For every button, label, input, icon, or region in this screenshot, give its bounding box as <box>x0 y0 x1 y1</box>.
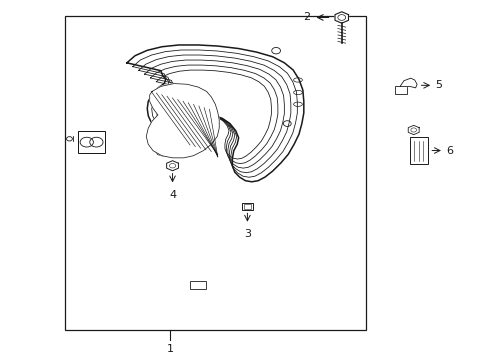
Polygon shape <box>146 84 219 158</box>
Text: 5: 5 <box>434 80 441 90</box>
Bar <box>78 131 105 153</box>
Bar <box>190 281 205 289</box>
Polygon shape <box>166 161 178 171</box>
Bar <box>244 204 250 209</box>
Text: 4: 4 <box>169 190 176 200</box>
Text: 2: 2 <box>303 13 310 22</box>
Polygon shape <box>399 78 416 88</box>
Bar <box>394 86 407 94</box>
Polygon shape <box>334 12 348 23</box>
Text: 7: 7 <box>409 151 416 161</box>
Bar <box>242 203 252 210</box>
Text: 1: 1 <box>166 344 173 354</box>
Bar <box>64 16 366 330</box>
Polygon shape <box>407 125 418 135</box>
Bar <box>409 137 427 164</box>
Text: 6: 6 <box>445 145 452 156</box>
Text: 3: 3 <box>244 229 250 239</box>
